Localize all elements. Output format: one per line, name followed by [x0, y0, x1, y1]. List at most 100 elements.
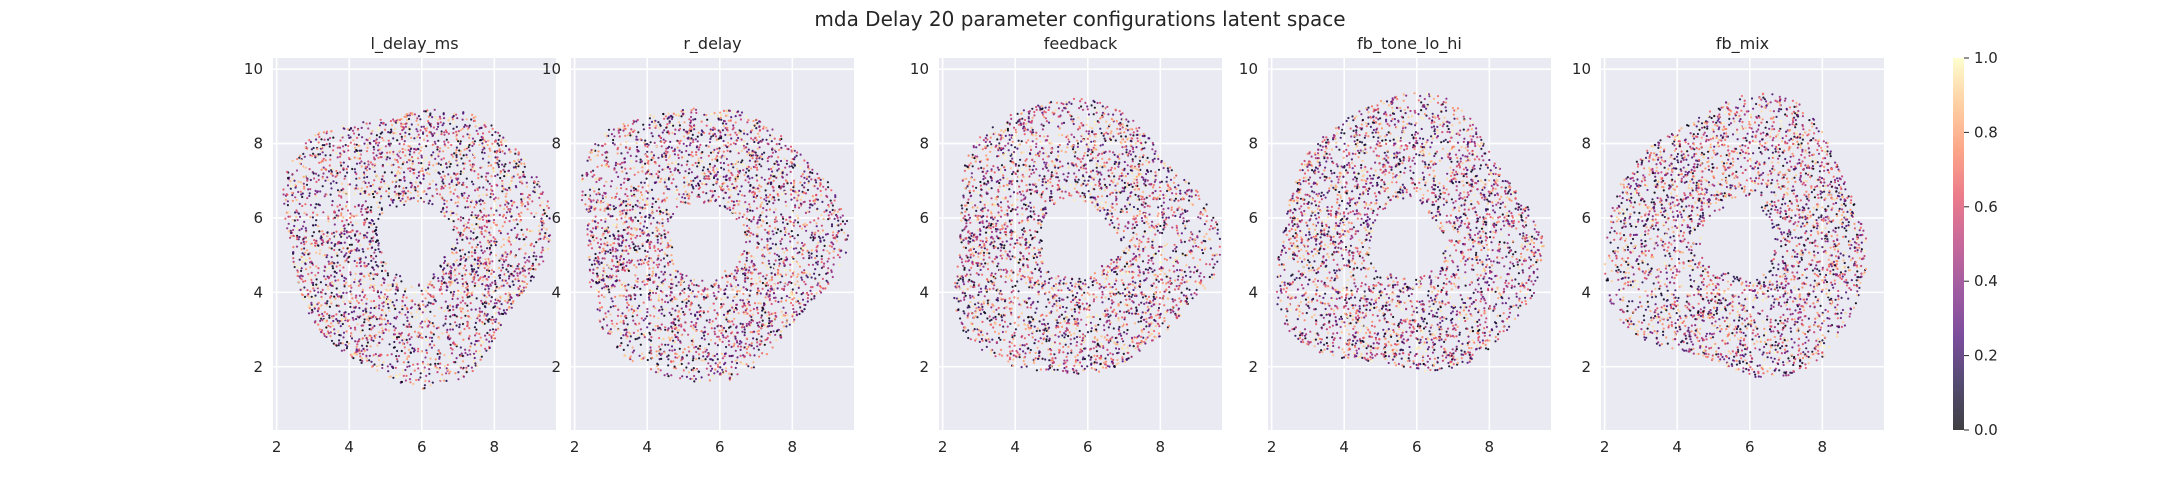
scatter-point: [499, 274, 502, 277]
scatter-point: [531, 264, 534, 268]
scatter-point: [471, 255, 474, 258]
scatter-point: [388, 343, 391, 346]
scatter-point: [588, 188, 592, 191]
scatter-point: [304, 259, 307, 263]
scatter-point: [464, 314, 467, 317]
scatter-point: [341, 322, 344, 326]
scatter-point: [474, 308, 477, 311]
scatter-point: [290, 185, 293, 188]
scatter-point: [610, 180, 613, 183]
scatter-point: [351, 167, 354, 171]
scatter-point: [498, 299, 501, 303]
scatter-point: [394, 174, 397, 177]
scatter-point: [377, 359, 381, 362]
scatter-point: [643, 231, 646, 234]
scatter-point: [468, 272, 471, 275]
scatter-point: [422, 190, 425, 194]
scatter-point: [504, 203, 507, 206]
scatter-point: [498, 259, 501, 262]
scatter-point: [453, 248, 456, 251]
scatter-point: [378, 191, 381, 194]
scatter-point: [325, 268, 328, 271]
scatter-point: [377, 177, 381, 180]
scatter-point: [808, 199, 812, 202]
scatter-point: [358, 280, 361, 283]
scatter-point: [705, 296, 708, 299]
scatter-point: [321, 243, 324, 246]
scatter-point: [486, 247, 489, 250]
scatter-point: [356, 187, 360, 190]
scatter-point: [323, 138, 326, 141]
scatter-point: [408, 378, 412, 381]
scatter-point: [629, 247, 632, 250]
scatter-point: [509, 296, 512, 299]
scatter-point: [289, 215, 292, 218]
scatter-point: [753, 354, 756, 357]
scatter-point: [422, 362, 425, 365]
scatter-point: [298, 258, 301, 261]
scatter-point: [490, 272, 493, 275]
scatter-point: [656, 238, 659, 241]
scatter-point: [757, 132, 760, 135]
scatter-point: [821, 277, 825, 280]
scatter-point: [779, 281, 782, 284]
scatter-point: [417, 367, 420, 370]
scatter-point: [394, 327, 397, 330]
scatter-point: [523, 243, 527, 246]
scatter-point: [378, 136, 381, 139]
scatter-point: [488, 318, 491, 321]
scatter-point: [333, 275, 336, 278]
scatter-point: [461, 127, 464, 130]
scatter-point: [370, 132, 373, 135]
scatter-point: [409, 351, 412, 354]
scatter-point: [310, 295, 313, 298]
scatter-point: [696, 140, 699, 143]
scatter-point: [332, 283, 335, 286]
scatter-point: [673, 348, 676, 351]
scatter-point: [442, 122, 445, 125]
scatter-point: [513, 201, 516, 204]
scatter-point: [467, 221, 470, 224]
scatter-point: [287, 222, 290, 225]
scatter-point: [445, 272, 448, 275]
scatter-point: [493, 150, 496, 153]
scatter-point: [699, 143, 702, 146]
scatter-point: [406, 311, 410, 314]
scatter-point: [429, 302, 432, 305]
scatter-point: [340, 232, 343, 235]
scatter-point: [408, 338, 411, 341]
scatter-point: [338, 310, 341, 313]
scatter-point: [730, 172, 733, 175]
scatter-point: [746, 133, 749, 136]
scatter-point: [477, 173, 480, 176]
scatter-point: [331, 324, 334, 327]
scatter-point: [523, 256, 526, 259]
scatter-point: [452, 192, 455, 195]
scatter-point: [439, 362, 442, 365]
scatter-point: [502, 284, 505, 287]
scatter-point: [347, 260, 350, 263]
scatter-point: [724, 270, 727, 273]
scatter-point: [441, 124, 444, 127]
scatter-point: [445, 210, 448, 213]
scatter-point: [297, 238, 300, 241]
scatter-point: [818, 281, 821, 284]
scatter-point: [372, 289, 375, 292]
scatter-point: [333, 244, 336, 247]
scatter-point: [738, 216, 741, 219]
scatter-point: [666, 328, 669, 331]
scatter-point: [312, 287, 315, 290]
scatter-point: [397, 166, 400, 169]
scatter-point: [446, 305, 449, 308]
scatter-point: [826, 249, 829, 253]
scatter-point: [703, 347, 707, 350]
scatter-point: [486, 237, 489, 240]
scatter-point: [705, 113, 708, 117]
scatter-point: [347, 231, 350, 234]
scatter-point: [422, 174, 425, 177]
scatter-point: [345, 252, 348, 255]
scatter-point: [377, 248, 380, 251]
scatter-point: [354, 296, 357, 299]
scatter-point: [664, 253, 667, 256]
scatter-point: [460, 352, 463, 355]
